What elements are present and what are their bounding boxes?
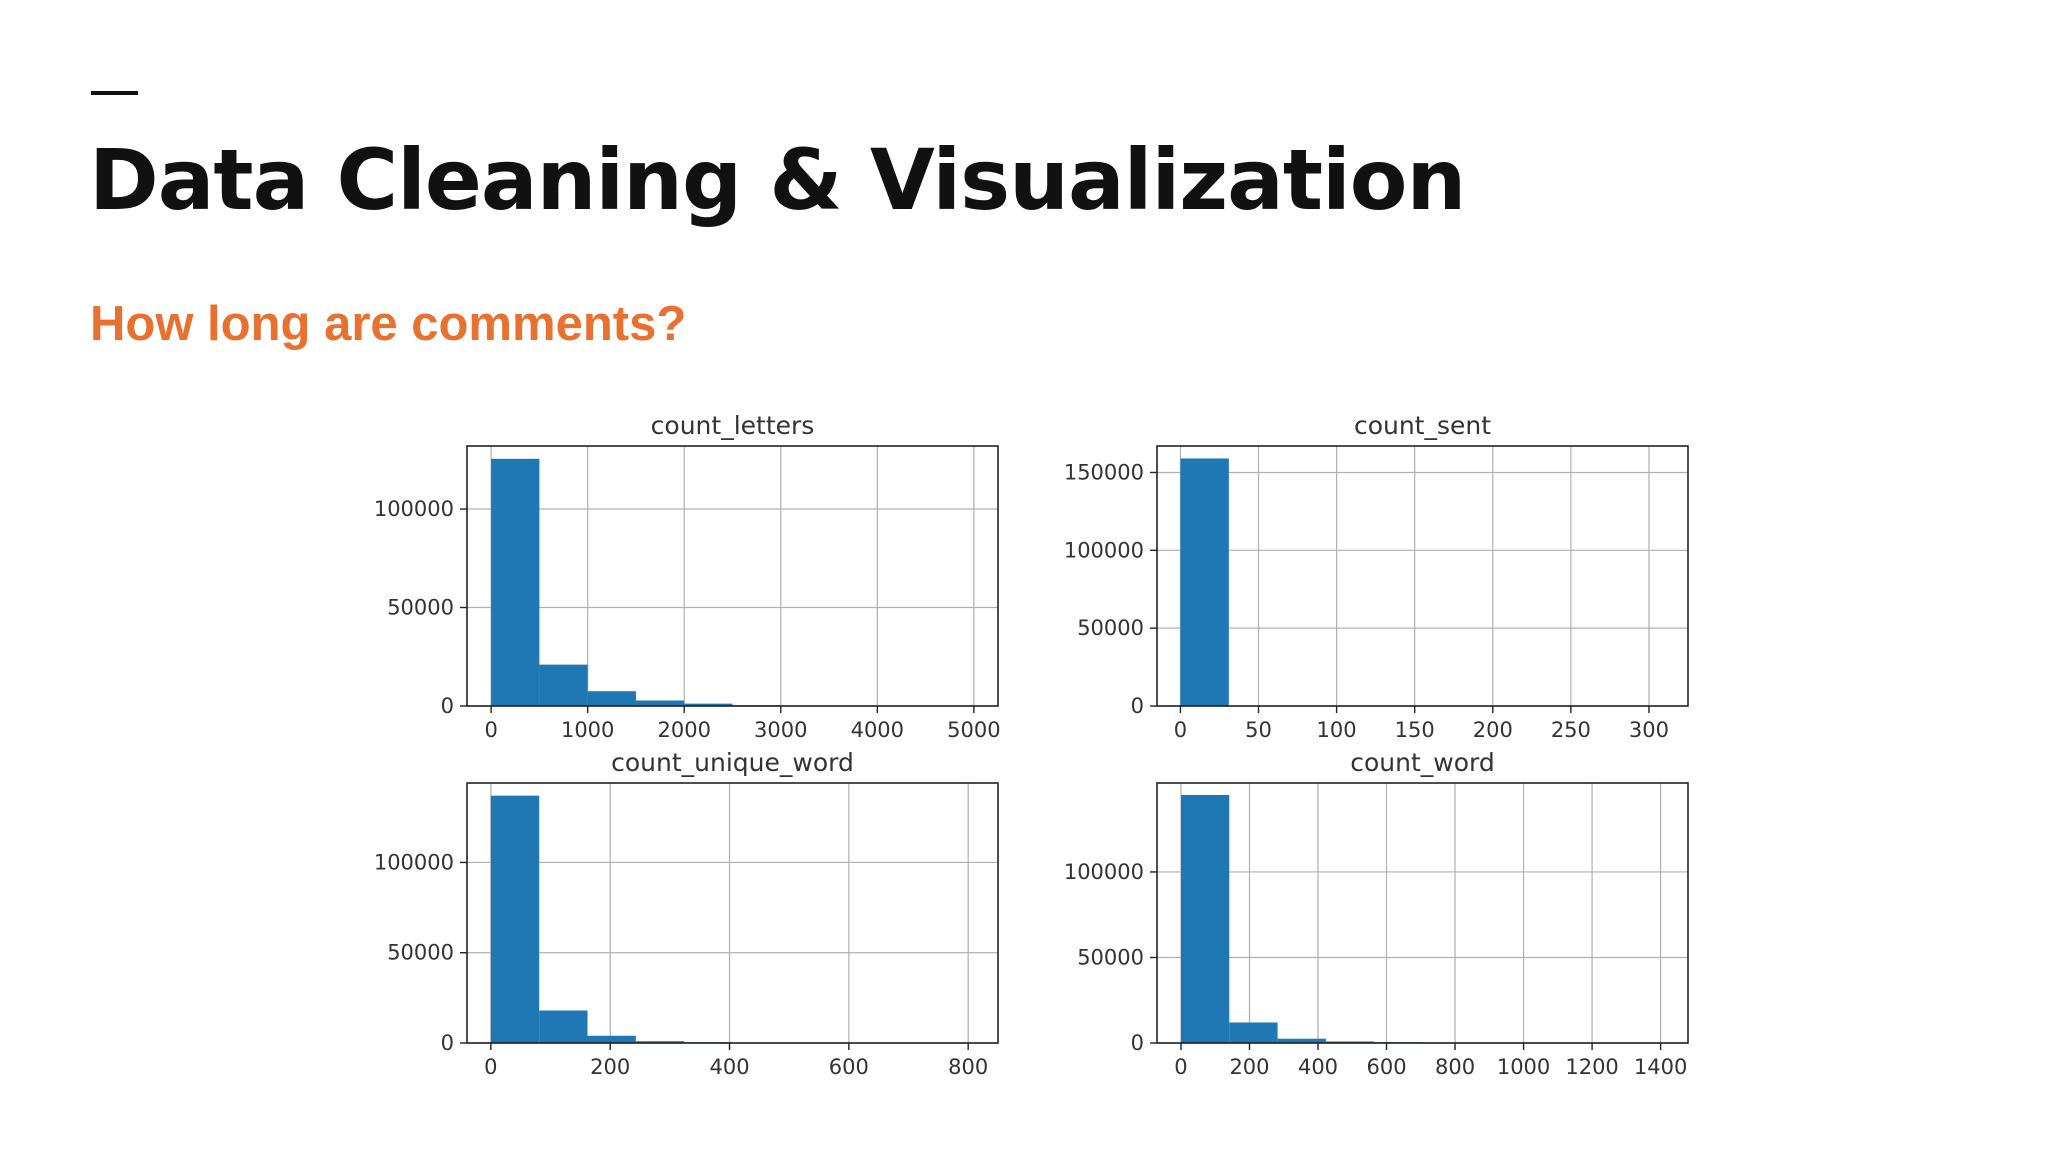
x-tick-label: 5000 bbox=[947, 718, 1000, 742]
x-tick-label: 50 bbox=[1245, 718, 1272, 742]
subplot-count_unique_word: 0 200 400 600 800 0 50000 100000 count_unique_wo… bbox=[374, 748, 999, 1079]
histogram-bar bbox=[1229, 1022, 1278, 1043]
y-tick-label: 100000 bbox=[1064, 538, 1144, 562]
x-tick-label: 200 bbox=[1229, 1055, 1269, 1079]
x-tick-label: 800 bbox=[1435, 1055, 1475, 1079]
x-tick-label: 3000 bbox=[754, 718, 807, 742]
histogram-bar bbox=[684, 703, 733, 706]
x-tick-label: 4000 bbox=[851, 718, 904, 742]
histogram-bar bbox=[539, 664, 588, 706]
x-tick-label: 0 bbox=[484, 718, 497, 742]
x-tick-label: 0 bbox=[1174, 1055, 1187, 1079]
title-accent-dash bbox=[91, 91, 138, 95]
histogram-bar bbox=[635, 1041, 685, 1043]
x-tick-label: 400 bbox=[1298, 1055, 1338, 1079]
histogram-bar bbox=[490, 795, 540, 1043]
subplot-title: count_letters bbox=[651, 411, 815, 440]
y-tick-label: 50000 bbox=[387, 596, 454, 620]
x-tick-label: 1000 bbox=[1497, 1055, 1550, 1079]
x-tick-label: 0 bbox=[1174, 718, 1187, 742]
x-tick-label: 600 bbox=[1366, 1055, 1406, 1079]
x-tick-label: 1200 bbox=[1565, 1055, 1618, 1079]
subplot-count_letters: 0 1000 2000 3000 4000 5000050000100000count_l… bbox=[374, 411, 1001, 742]
subplot-title: count_word bbox=[1350, 748, 1494, 777]
histogram-bar bbox=[1180, 794, 1230, 1043]
y-tick-label: 100000 bbox=[1064, 860, 1144, 884]
y-tick-label: 100000 bbox=[374, 497, 454, 521]
axes-frame bbox=[466, 445, 999, 707]
y-tick-label: 0 bbox=[441, 694, 454, 718]
x-tick-label: 150 bbox=[1395, 718, 1435, 742]
y-tick-label: 50000 bbox=[1077, 945, 1144, 969]
y-tick-label: 100000 bbox=[374, 850, 454, 874]
x-tick-label: 400 bbox=[709, 1055, 749, 1079]
y-tick-label: 50000 bbox=[1077, 616, 1144, 640]
subplot-title: count_sent bbox=[1354, 411, 1491, 440]
x-tick-label: 300 bbox=[1629, 718, 1669, 742]
x-tick-label: 250 bbox=[1551, 718, 1591, 742]
subplot-title: count_unique_word bbox=[611, 748, 854, 777]
histogram-bar bbox=[539, 1010, 588, 1043]
histogram-bar bbox=[587, 1035, 636, 1043]
x-tick-label: 100 bbox=[1317, 718, 1357, 742]
y-tick-label: 0 bbox=[1131, 1031, 1144, 1055]
subplot-count_sent: 0 50 100 150 200 250 300 0 50000 100000 150000 coun… bbox=[1064, 411, 1689, 742]
x-tick-label: 2000 bbox=[658, 718, 711, 742]
x-tick-label: 1400 bbox=[1634, 1055, 1687, 1079]
y-tick-label: 50000 bbox=[387, 941, 454, 965]
axes-frame bbox=[466, 782, 999, 1044]
x-tick-label: 600 bbox=[829, 1055, 869, 1079]
y-tick-label: 0 bbox=[441, 1031, 454, 1055]
x-tick-label: 200 bbox=[1473, 718, 1513, 742]
axes-frame bbox=[1156, 782, 1689, 1044]
subplot-count_word: 0 200 400 600 800 1000 1200 1400 0 50000 100000 cou… bbox=[1064, 748, 1689, 1079]
y-tick-label: 150000 bbox=[1064, 460, 1144, 484]
x-tick-label: 200 bbox=[590, 1055, 630, 1079]
histogram-bar bbox=[491, 458, 540, 706]
histogram-bar bbox=[587, 691, 636, 706]
x-tick-label: 800 bbox=[948, 1055, 988, 1079]
y-tick-label: 0 bbox=[1131, 694, 1144, 718]
histogram-bar bbox=[635, 700, 685, 706]
x-tick-label: 1000 bbox=[561, 718, 614, 742]
axes-frame bbox=[1156, 445, 1689, 707]
histogram-bar bbox=[1180, 458, 1229, 706]
slide-title: Data Cleaning & Visualization bbox=[89, 131, 1466, 229]
x-tick-label: 0 bbox=[484, 1055, 497, 1079]
slide-subtitle: How long are comments? bbox=[90, 297, 687, 351]
histogram-bar bbox=[1277, 1038, 1326, 1043]
